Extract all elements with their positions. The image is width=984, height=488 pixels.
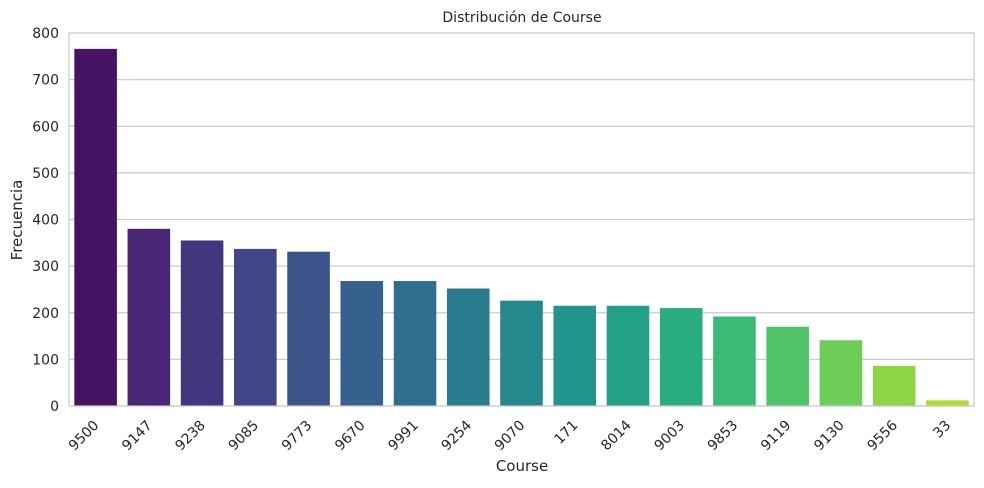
- x-tick-label: 9556: [864, 417, 901, 454]
- x-tick-label: 8014: [598, 417, 635, 454]
- bar-171: [553, 305, 597, 406]
- y-tick-label: 300: [32, 259, 59, 275]
- x-tick-labels: 9500 9147 9238 9085 9773 9670 9991 9254 9070 171 8…: [66, 417, 954, 454]
- x-tick-label: 9773: [279, 418, 316, 455]
- bars: [74, 48, 969, 406]
- y-tick-label: 600: [32, 119, 59, 135]
- x-tick-label: 9003: [652, 418, 689, 455]
- x-tick-label: 33: [930, 418, 954, 442]
- y-tick-label: 100: [32, 352, 59, 368]
- bar-9500: [74, 48, 117, 406]
- bar-9238: [180, 240, 224, 406]
- y-tick-label: 400: [32, 213, 59, 229]
- x-axis-label: Course: [496, 457, 548, 475]
- x-tick-label: 9130: [811, 418, 848, 455]
- y-tick-label: 200: [32, 306, 59, 322]
- plot-frame: [68, 32, 975, 407]
- x-tick-label: 9147: [119, 418, 156, 455]
- y-tick-label: 800: [32, 26, 59, 42]
- x-tick-label: 9991: [385, 418, 422, 455]
- bar-8014: [606, 305, 650, 406]
- bar-9003: [659, 308, 703, 406]
- chart-title: Distribución de Course: [442, 10, 601, 26]
- x-tick-label: 9070: [492, 418, 529, 455]
- bar-9853: [713, 316, 756, 406]
- bar-9254: [446, 288, 490, 406]
- x-tick-label: 9500: [66, 418, 103, 455]
- x-tick-label: 9254: [439, 417, 476, 454]
- y-axis-label: Frecuencia: [8, 180, 26, 261]
- x-tick-label: 9085: [226, 418, 263, 455]
- y-tick-label: 0: [50, 399, 59, 415]
- x-tick-label: 9670: [332, 418, 369, 455]
- x-tick-label: 9238: [172, 418, 209, 455]
- bar-9773: [287, 251, 330, 406]
- y-tick-label: 500: [32, 166, 59, 182]
- x-tick-label: 171: [551, 418, 581, 448]
- bar-9556: [872, 365, 916, 406]
- x-tick-label: 9119: [758, 418, 795, 455]
- bar-9119: [766, 326, 809, 406]
- bar-9147: [127, 228, 171, 406]
- bar-9670: [340, 281, 384, 406]
- x-tick-label: 9853: [705, 418, 742, 455]
- bar-9070: [500, 300, 543, 406]
- bar-9085: [234, 248, 277, 406]
- bar-9130: [819, 340, 863, 406]
- y-tick-label: 700: [32, 73, 59, 89]
- bar-9991: [393, 281, 437, 406]
- bar-33: [926, 400, 969, 406]
- y-tick-labels: 0 100 200 300 400 500 600 700 800: [32, 26, 59, 415]
